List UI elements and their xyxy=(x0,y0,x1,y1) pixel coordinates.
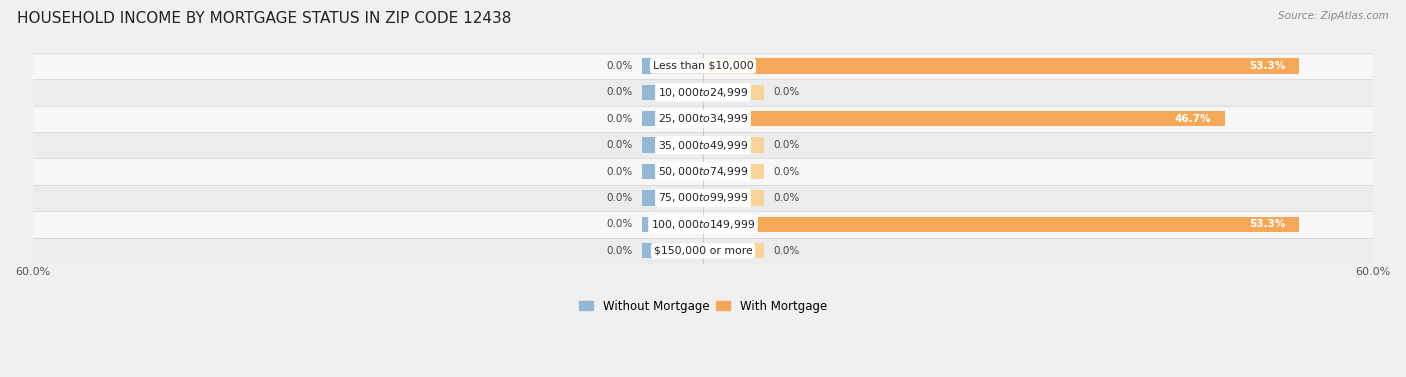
Text: 0.0%: 0.0% xyxy=(606,219,633,229)
Bar xyxy=(641,164,703,179)
Bar xyxy=(32,106,1374,132)
Text: 0.0%: 0.0% xyxy=(773,193,800,203)
Text: 0.0%: 0.0% xyxy=(606,167,633,176)
Bar xyxy=(703,217,1299,232)
Bar xyxy=(703,85,765,100)
Bar xyxy=(32,158,1374,185)
Text: $25,000 to $34,999: $25,000 to $34,999 xyxy=(658,112,748,125)
Text: Source: ZipAtlas.com: Source: ZipAtlas.com xyxy=(1278,11,1389,21)
Bar xyxy=(641,58,703,74)
Text: 0.0%: 0.0% xyxy=(773,140,800,150)
Bar xyxy=(703,164,765,179)
Bar xyxy=(32,211,1374,238)
Bar xyxy=(32,238,1374,264)
Bar xyxy=(703,138,765,153)
Bar xyxy=(32,185,1374,211)
Bar xyxy=(641,111,703,126)
Text: $50,000 to $74,999: $50,000 to $74,999 xyxy=(658,165,748,178)
Bar xyxy=(641,243,703,259)
Text: 53.3%: 53.3% xyxy=(1249,61,1285,71)
Text: Less than $10,000: Less than $10,000 xyxy=(652,61,754,71)
Bar xyxy=(32,53,1374,79)
Text: $35,000 to $49,999: $35,000 to $49,999 xyxy=(658,139,748,152)
Bar xyxy=(641,190,703,205)
Text: 0.0%: 0.0% xyxy=(606,61,633,71)
Text: 46.7%: 46.7% xyxy=(1175,114,1212,124)
Text: 0.0%: 0.0% xyxy=(773,246,800,256)
Bar xyxy=(703,190,765,205)
Text: 0.0%: 0.0% xyxy=(606,246,633,256)
Bar xyxy=(703,58,1299,74)
Legend: Without Mortgage, With Mortgage: Without Mortgage, With Mortgage xyxy=(574,295,832,317)
Text: $150,000 or more: $150,000 or more xyxy=(654,246,752,256)
Text: $100,000 to $149,999: $100,000 to $149,999 xyxy=(651,218,755,231)
Bar xyxy=(703,111,1225,126)
Bar xyxy=(641,85,703,100)
Text: 0.0%: 0.0% xyxy=(606,114,633,124)
Text: $75,000 to $99,999: $75,000 to $99,999 xyxy=(658,192,748,204)
Bar xyxy=(703,243,765,259)
Bar xyxy=(641,217,703,232)
Text: 0.0%: 0.0% xyxy=(606,140,633,150)
Text: 53.3%: 53.3% xyxy=(1249,219,1285,229)
Bar xyxy=(32,132,1374,158)
Text: 0.0%: 0.0% xyxy=(606,193,633,203)
Text: $10,000 to $24,999: $10,000 to $24,999 xyxy=(658,86,748,99)
Text: 0.0%: 0.0% xyxy=(773,87,800,97)
Bar xyxy=(32,79,1374,106)
Text: 0.0%: 0.0% xyxy=(606,87,633,97)
Text: 0.0%: 0.0% xyxy=(773,167,800,176)
Bar xyxy=(641,138,703,153)
Text: HOUSEHOLD INCOME BY MORTGAGE STATUS IN ZIP CODE 12438: HOUSEHOLD INCOME BY MORTGAGE STATUS IN Z… xyxy=(17,11,512,26)
